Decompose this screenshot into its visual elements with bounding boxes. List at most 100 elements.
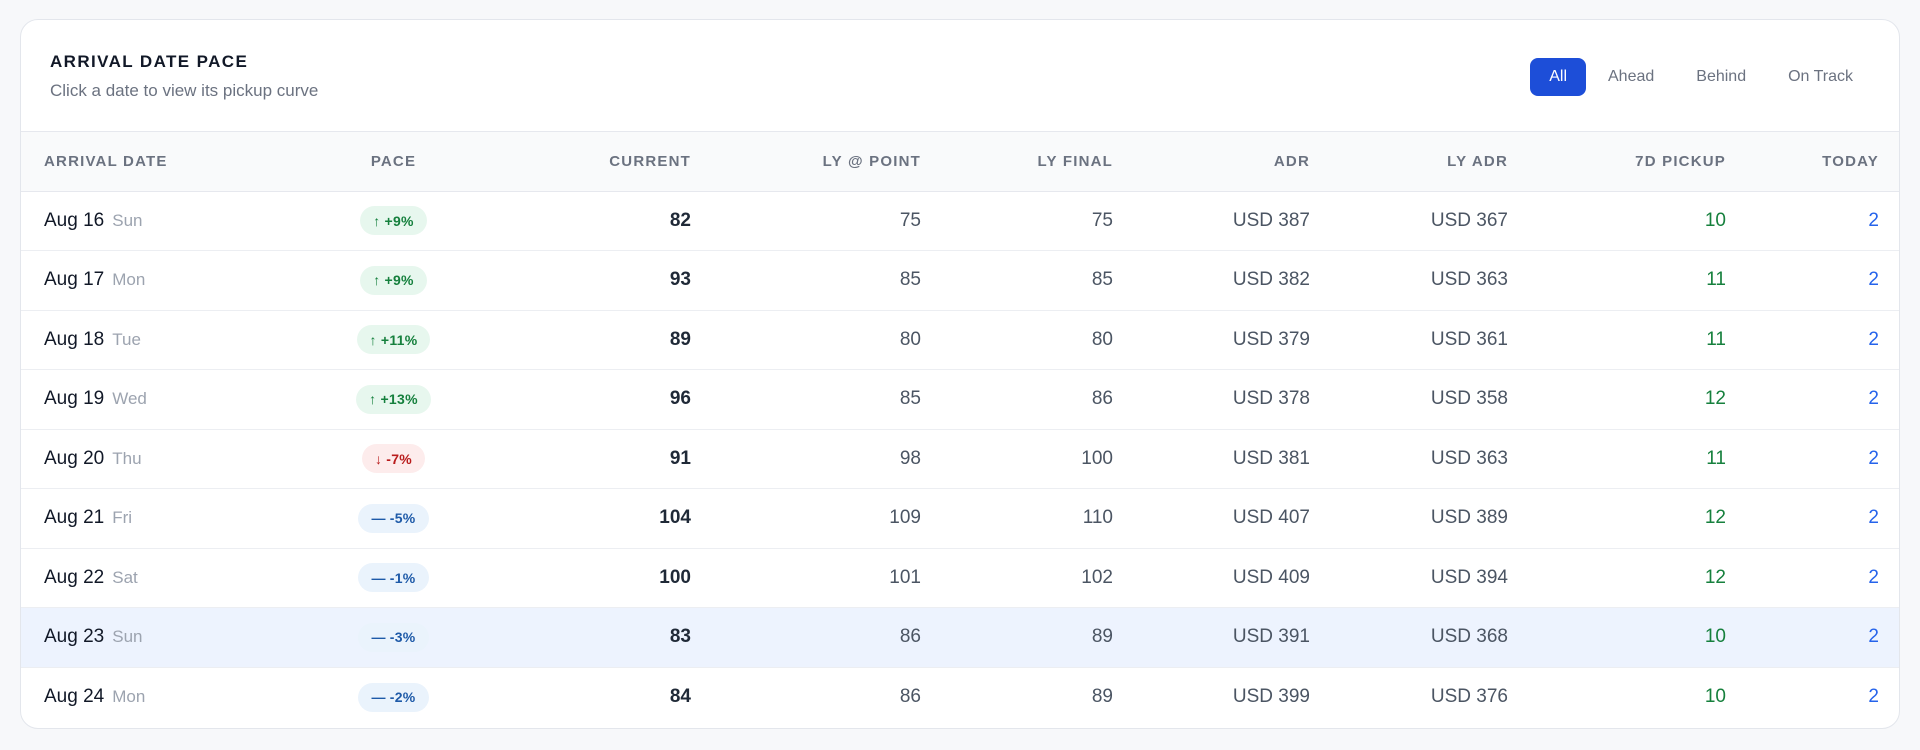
- pace-badge: ↑ +9%: [360, 206, 427, 236]
- today-cell: 2: [1868, 566, 1879, 588]
- day-of-week: Mon: [112, 270, 146, 290]
- arrival-date: Aug 21: [44, 507, 105, 529]
- day-of-week: Tue: [112, 329, 141, 349]
- ly-adr-cell: USD 367: [1430, 209, 1508, 231]
- adr-cell: USD 387: [1232, 209, 1310, 231]
- col-header-7d-pickup[interactable]: 7D PICKUP: [1508, 132, 1726, 192]
- arrival-date: Aug 24: [44, 686, 105, 707]
- pace-value: +13%: [380, 391, 418, 408]
- pace-badge: ↓ -7%: [361, 444, 426, 474]
- arrival-date-cell: Aug 18 Tue: [21, 310, 271, 370]
- pace-cell: ↓ -7%: [271, 429, 516, 489]
- pace-cell: — -5%: [271, 489, 516, 549]
- ly-final-cell: 110: [1082, 507, 1113, 529]
- arrival-date-pace-card: ARRIVAL DATE PACE Click a date to view i…: [20, 19, 1900, 729]
- pace-cell: ↑ +9%: [271, 251, 516, 311]
- pace-cell: — -3%: [271, 608, 516, 668]
- arrival-date-cell: Aug 23 Sun: [21, 608, 271, 668]
- pace-cell: — -2%: [271, 667, 516, 727]
- pace-cell: ↑ +9%: [271, 191, 516, 251]
- table-header-row: ARRIVAL DATE PACE CURRENT LY @ POINT LY …: [21, 132, 1899, 192]
- pace-arrow-icon: —: [371, 569, 386, 586]
- ly-final-cell: 89: [1091, 686, 1113, 707]
- today-cell: 2: [1868, 269, 1879, 291]
- col-header-today[interactable]: TODAY: [1726, 132, 1899, 192]
- table-row[interactable]: Aug 18 Tue ↑ +11% 89 80 80 USD 379 USD 361 11 2: [21, 310, 1899, 370]
- pace-badge: — -3%: [358, 622, 429, 652]
- current-cell: 93: [669, 269, 691, 291]
- arrival-date-cell: Aug 20 Thu: [21, 429, 271, 489]
- adr-cell: USD 399: [1232, 686, 1310, 707]
- col-header-pace[interactable]: PACE: [271, 132, 516, 192]
- pace-arrow-icon: —: [371, 629, 386, 646]
- today-cell: 2: [1868, 626, 1879, 648]
- arrival-date-cell: Aug 24 Mon: [21, 667, 271, 727]
- table-row[interactable]: Aug 23 Sun — -3% 83 86 89 USD 391 USD 368 10 2: [21, 607, 1899, 668]
- filter-all-button[interactable]: All: [1530, 58, 1586, 96]
- pace-arrow-icon: ↑: [373, 212, 381, 229]
- current-cell: 91: [669, 447, 691, 469]
- table-row[interactable]: Aug 22 Sat — -1% 100 101 102 USD 409 USD 394 12 2: [21, 548, 1899, 608]
- current-cell: 83: [669, 626, 691, 648]
- ly-point-cell: 86: [899, 686, 921, 707]
- filter-on-track-button[interactable]: On Track: [1768, 58, 1873, 96]
- day-of-week: Sun: [112, 627, 143, 647]
- table-row[interactable]: Aug 21 Fri — -5% 104 109 110 USD 407 USD 389 12 2: [21, 489, 1899, 549]
- arrival-date-cell: Aug 17 Mon: [21, 251, 271, 311]
- ly-adr-cell: USD 358: [1430, 388, 1508, 410]
- adr-cell: USD 382: [1232, 269, 1310, 291]
- adr-cell: USD 378: [1232, 388, 1310, 410]
- ly-point-cell: 101: [889, 566, 921, 588]
- pace-value: -2%: [389, 689, 416, 705]
- pickup-7d-cell: 10: [1704, 209, 1726, 231]
- card-header: ARRIVAL DATE PACE Click a date to view i…: [21, 20, 1899, 132]
- ly-adr-cell: USD 394: [1430, 566, 1508, 588]
- arrival-date-cell: Aug 19 Wed: [21, 370, 271, 430]
- pace-badge: — -1%: [358, 563, 429, 593]
- col-header-ly-final[interactable]: LY FINAL: [921, 132, 1113, 192]
- pace-cell: ↑ +13%: [271, 370, 516, 430]
- col-header-current[interactable]: CURRENT: [516, 132, 691, 192]
- col-header-arrival-date[interactable]: ARRIVAL DATE: [21, 132, 271, 192]
- pace-value: -5%: [389, 510, 416, 527]
- pace-cell: — -1%: [271, 548, 516, 608]
- arrival-date: Aug 23: [44, 626, 105, 648]
- pace-badge: ↑ +11%: [356, 325, 431, 355]
- current-cell: 84: [669, 686, 691, 707]
- col-header-ly-adr[interactable]: LY ADR: [1310, 132, 1508, 192]
- ly-adr-cell: USD 363: [1430, 447, 1508, 469]
- arrival-date: Aug 18: [44, 328, 105, 350]
- ly-final-cell: 75: [1091, 209, 1113, 231]
- day-of-week: Mon: [112, 687, 146, 706]
- current-cell: 100: [659, 566, 691, 588]
- table-row[interactable]: Aug 20 Thu ↓ -7% 91 98 100 USD 381 USD 363 11 2: [21, 429, 1899, 489]
- pace-cell: ↑ +11%: [271, 310, 516, 370]
- table-row[interactable]: Aug 19 Wed ↑ +13% 96 85 86 USD 378 USD 358 12 2: [21, 370, 1899, 430]
- table-row[interactable]: Aug 17 Mon ↑ +9% 93 85 85 USD 382 USD 363 11 2: [21, 251, 1899, 311]
- filter-ahead-button[interactable]: Ahead: [1588, 58, 1674, 96]
- ly-adr-cell: USD 363: [1430, 269, 1508, 291]
- table-row[interactable]: Aug 16 Sun ↑ +9% 82 75 75 USD 387 USD 367 10 2: [21, 191, 1899, 251]
- card-subtitle: Click a date to view its pickup curve: [50, 81, 319, 100]
- filter-group: All Ahead Behind On Track: [1528, 58, 1873, 96]
- pickup-7d-cell: 11: [1706, 269, 1726, 291]
- current-cell: 104: [659, 507, 691, 529]
- pickup-7d-cell: 10: [1704, 626, 1726, 648]
- day-of-week: Fri: [112, 508, 133, 528]
- pace-arrow-icon: ↑: [373, 272, 381, 289]
- current-cell: 96: [669, 388, 691, 410]
- pickup-7d-cell: 12: [1704, 507, 1726, 529]
- arrival-date-cell: Aug 21 Fri: [21, 489, 271, 549]
- ly-point-cell: 75: [899, 209, 921, 231]
- arrival-date-cell: Aug 22 Sat: [21, 548, 271, 608]
- pace-arrow-icon: ↑: [369, 391, 377, 408]
- table-row[interactable]: Aug 24 Mon — -2% 84 86 89 USD 399 USD 376 10 2: [21, 667, 1899, 727]
- adr-cell: USD 409: [1232, 566, 1310, 588]
- pace-badge: ↑ +13%: [356, 384, 431, 414]
- arrival-date: Aug 16: [44, 209, 105, 231]
- today-cell: 2: [1868, 686, 1879, 707]
- col-header-adr[interactable]: ADR: [1113, 132, 1310, 192]
- pace-value: -3%: [389, 629, 416, 646]
- col-header-ly-point[interactable]: LY @ POINT: [691, 132, 921, 192]
- filter-behind-button[interactable]: Behind: [1676, 58, 1766, 96]
